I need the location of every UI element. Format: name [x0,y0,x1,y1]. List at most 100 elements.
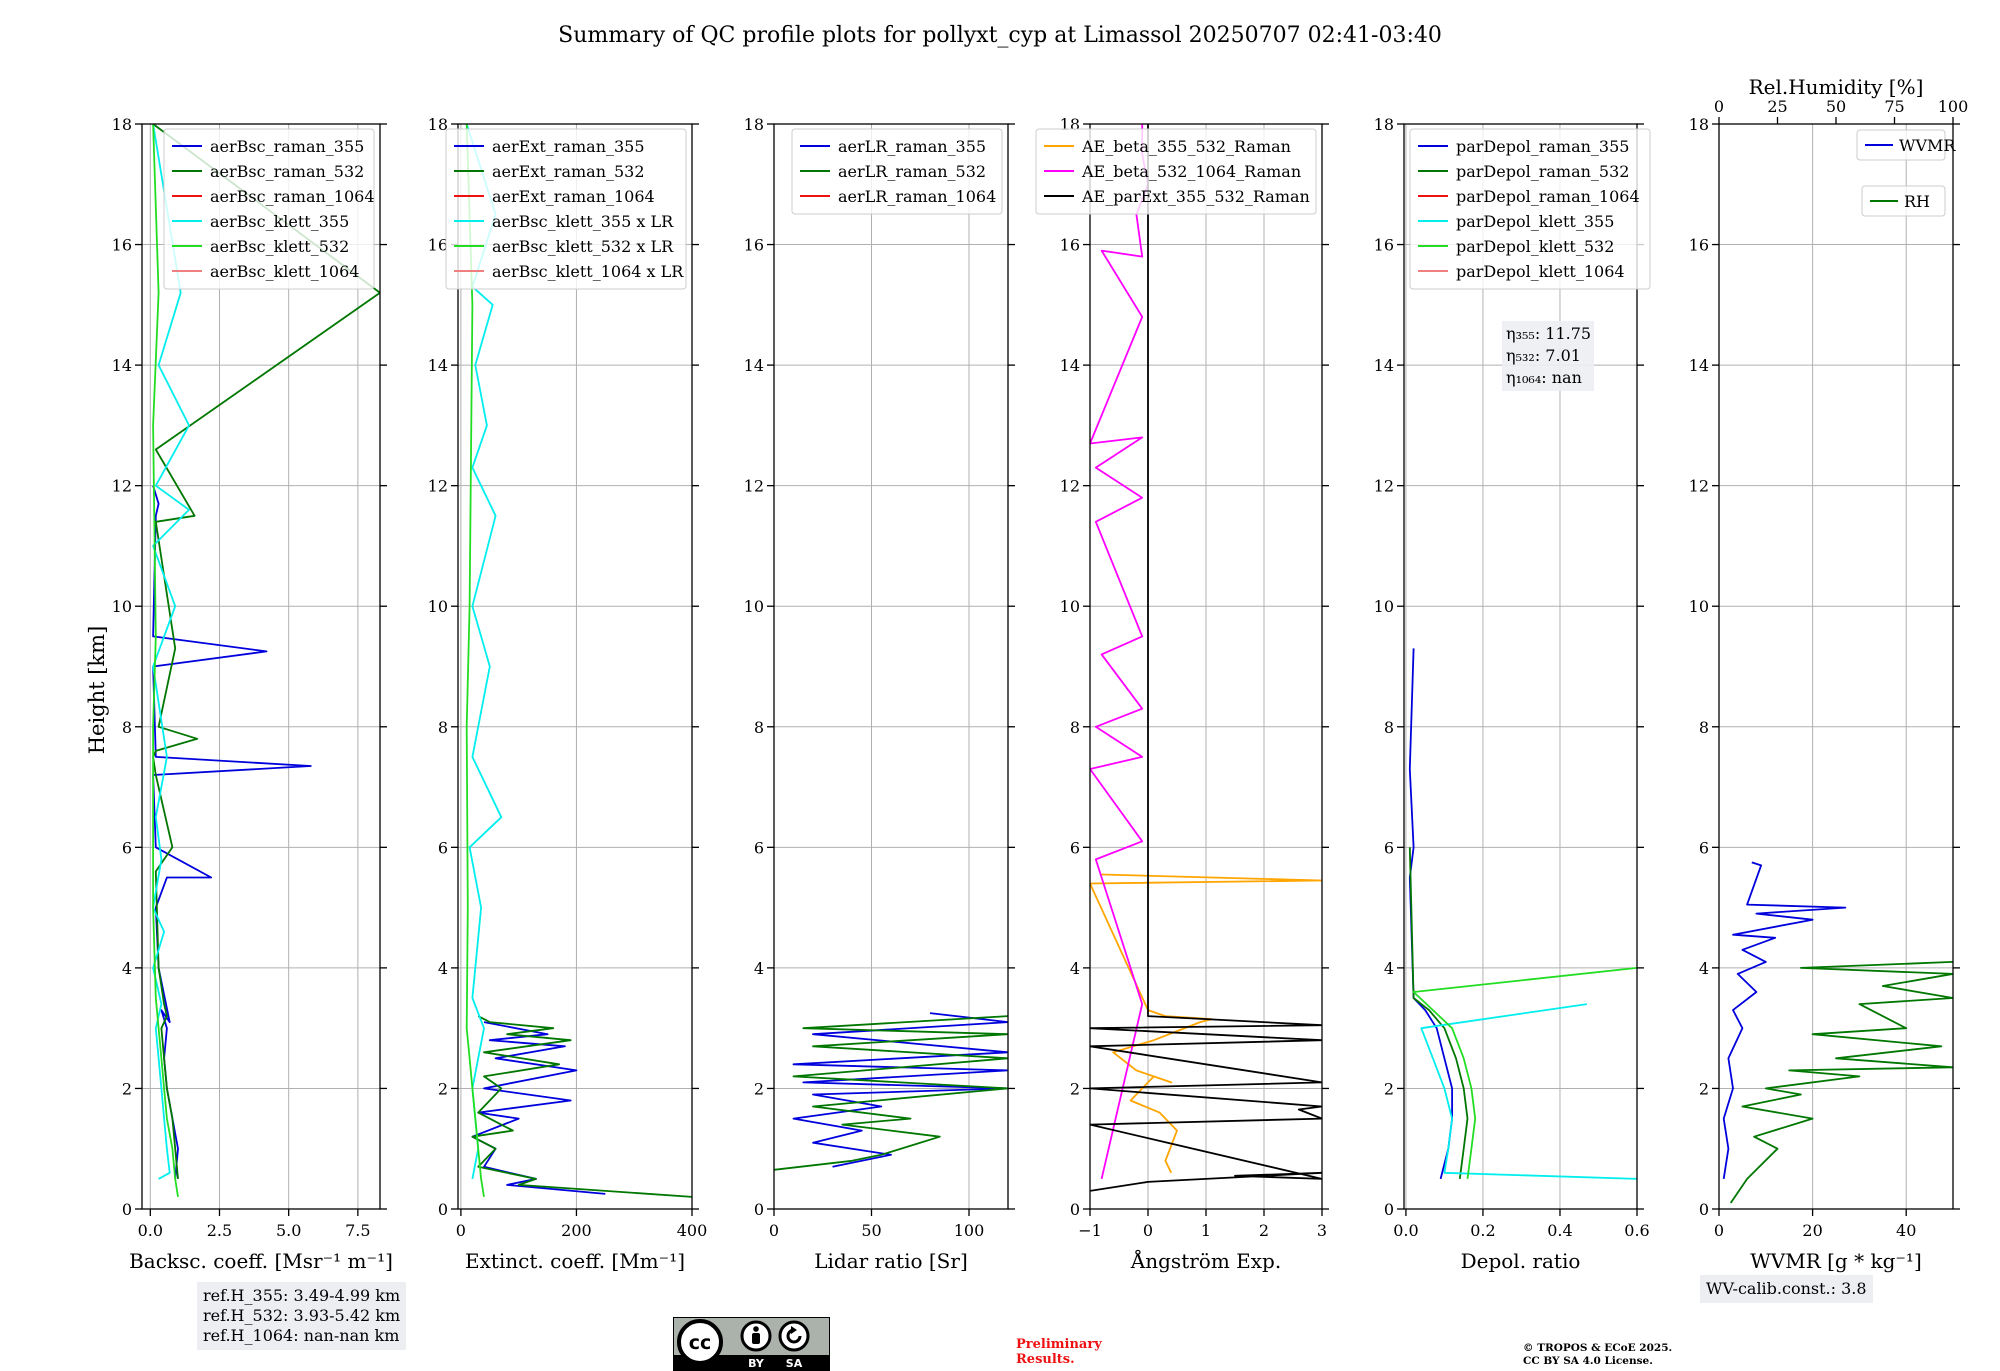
x-tick-label: 0 [1143,1221,1153,1240]
legend-box [791,128,1003,215]
y-tick-label: 12 [1374,477,1394,496]
legend-label-aerext-raman-1064: aerExt_raman_1064 [492,187,655,206]
y-tick-label: 6 [1699,838,1709,857]
y-tick-label: 6 [438,838,448,857]
x-tick-label: 100 [954,1221,985,1240]
legend-label-aerbsc-raman-532: aerBsc_raman_532 [210,162,364,181]
y-tick-label: 14 [1060,356,1080,375]
legend-label-rh: RH [1904,192,1930,211]
legend-label-aerbsc-klett-532: aerBsc_klett_532 [210,237,349,256]
legend: aerExt_raman_355 aerExt_raman_532 aerExt_r… [445,128,687,290]
series-line-aerext-raman-355 [471,1021,606,1195]
series-line-aerbsc-klett-532 [152,124,179,1198]
y-tick-label: 4 [438,959,448,978]
x-tick-label: 0 [1714,1221,1724,1240]
series-line-aerlr-raman-532 [774,1015,1008,1171]
y-tick-label: 10 [428,597,448,616]
x-tick-label: −1 [1078,1221,1102,1240]
preliminary-results-note: Preliminary Results. [1016,1337,1102,1367]
x-tick-label: 20 [1802,1221,1822,1240]
legend: aerBsc_raman_355 aerBsc_raman_532 aerBsc_r… [163,128,375,290]
series-line-aerbsc-klett-355 [152,124,190,1180]
x-tick-label: 3 [1317,1221,1327,1240]
series-line-pardepol-klett-532 [1412,967,1637,1180]
x-tick-label: 7.5 [345,1221,370,1240]
y-tick-label: 2 [122,1079,132,1098]
y-tick-label: 18 [744,115,764,134]
x2-tick-label: 50 [1826,97,1846,116]
y-tick-label: 16 [1060,236,1080,255]
y-tick-label: 8 [122,718,132,737]
legend-label-pardepol-raman-355: parDepol_raman_355 [1456,137,1629,156]
y-tick-label: 10 [1374,597,1394,616]
x-tick-label: 0 [456,1221,466,1240]
y-tick-label: 0 [438,1200,448,1219]
wv-calibration-constant: WV-calib.const.: 3.8 [1706,1279,1867,1298]
y-tick-label: 8 [438,718,448,737]
series-line-pardepol-klett-355 [1420,1003,1637,1180]
y-tick-label: 16 [428,236,448,255]
x-tick-label: 40 [1896,1221,1916,1240]
x-tick-label: 0.4 [1547,1221,1572,1240]
panel-depolarization: 0 2 4 6 8 10 12 14 16 18 0.0 0.2 0.4 0.6 Depol. ratio p… [1374,115,1651,1273]
series-group [774,1012,1008,1171]
series-line-aerlr-raman-355 [792,1012,1008,1168]
legend-label-wvmr: WVMR [1899,136,1956,155]
figure-title: Summary of QC profile plots for pollyxt_… [558,23,1442,48]
x-tick-label: 50 [861,1221,881,1240]
y-tick-label: 2 [1699,1079,1709,1098]
y-tick-label: 8 [1699,718,1709,737]
y-tick-label: 4 [754,959,764,978]
ref-height-355: ref.H_355: 3.49-4.99 km [203,1286,401,1305]
y-tick-label: 2 [438,1079,448,1098]
y-tick-label: 10 [744,597,764,616]
y-tick-label: 16 [112,236,132,255]
y-tick-label: 4 [122,959,132,978]
series-line-ae-beta-532-1064-raman [1090,124,1149,1180]
series-group [1722,861,1953,1204]
series-group [1090,124,1322,1192]
legend-label-aerbsc-klett-532-x-lr: aerBsc_klett_532 x LR [492,237,674,256]
legend-box [1035,128,1317,215]
series-line-ae-beta-355-532-raman [1090,873,1322,1174]
y-tick-label: 4 [1699,959,1709,978]
y-tick-label: 14 [744,356,764,375]
y-tick-label: 12 [1060,477,1080,496]
series-line-pardepol-raman-532 [1408,847,1469,1180]
axes-frame [457,123,693,1210]
y-tick-label: 18 [1374,115,1394,134]
axes-frame [1403,123,1638,1210]
y-tick-label: 12 [1689,477,1709,496]
series-line-aerbsc-klett-355-x-lr [465,124,503,1180]
x-tick-label: 0 [769,1221,779,1240]
sa-icon [778,1320,810,1352]
preliminary-line-1: Preliminary [1016,1337,1102,1352]
panel-backscatter: 0 2 4 6 8 10 12 14 16 18 0.0 2.5 5.0 7.5 Backsc. coeff… [112,115,393,1273]
x-tick-label: 400 [677,1221,708,1240]
copyright-note: © TROPOS & ECoE 2025. CC BY SA 4.0 Licen… [1523,1342,1672,1368]
legend-box [1409,128,1651,290]
y-tick-label: 12 [744,477,764,496]
legend: aerLR_raman_355 aerLR_raman_532 aerLR_rama… [791,128,1003,215]
y-axis-label: Height [km] [85,626,109,755]
y-tick-label: 0 [122,1200,132,1219]
y-tick-label: 16 [1374,236,1394,255]
cc-license-badge: cc BY SA [673,1317,830,1371]
legend-label-aerlr-raman-355: aerLR_raman_355 [838,137,986,156]
x2-tick-label: 25 [1767,97,1787,116]
panel-water_vapor: 0 2 4 6 8 10 12 14 16 18 0 20 40 WVMR [g * kg⁻¹] 0 25 50… [1689,75,1969,1273]
x2-axis-label: Rel.Humidity [%] [1749,75,1924,99]
y-tick-label: 0 [754,1200,764,1219]
legend-label-aerbsc-klett-1064-x-lr: aerBsc_klett_1064 x LR [492,262,684,281]
eta-annotation: η₃₅₅: 11.75 η₅₃₂: 7.01 η₁₀₆₄: nan [1502,321,1594,391]
y-tick-label: 8 [1384,718,1394,737]
x-tick-label: 2 [1259,1221,1269,1240]
x-axis-label: Backsc. coeff. [Msr⁻¹ m⁻¹] [129,1249,393,1273]
legend-label-aerext-raman-355: aerExt_raman_355 [492,137,645,156]
cc-by-text: BY [748,1357,765,1370]
legend-label-aerbsc-klett-1064: aerBsc_klett_1064 [210,262,359,281]
axes-frame [773,123,1009,1210]
y-tick-label: 2 [1384,1079,1394,1098]
legend-label-pardepol-raman-1064: parDepol_raman_1064 [1456,187,1640,206]
